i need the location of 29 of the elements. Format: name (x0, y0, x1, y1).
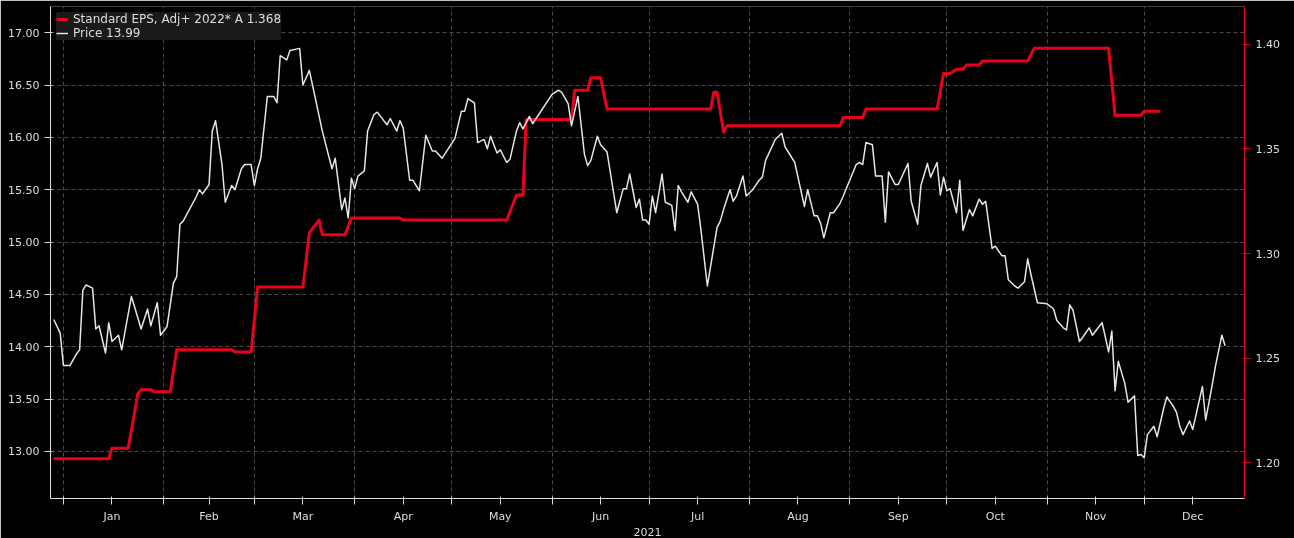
x-tick-label: Aug (787, 509, 809, 523)
y-tick-label: 15.50 (8, 183, 40, 197)
x-axis-title: 2021 (633, 525, 662, 538)
x-tick-label: Jan (102, 509, 121, 523)
y2-tick-label: 1.25 (1255, 352, 1280, 366)
x-tick-label: Dec (1182, 509, 1204, 523)
y-tick-label: 14.00 (8, 340, 40, 354)
y-tick-label: 14.50 (8, 288, 40, 302)
x-tick-label: Mar (292, 509, 314, 523)
legend-label: Price 13.99 (73, 26, 141, 40)
x-tick-label: Nov (1084, 509, 1107, 523)
x-tick-label: Feb (199, 509, 219, 523)
y-tick-label: 16.00 (8, 131, 40, 145)
x-tick-label: May (488, 509, 513, 523)
y-tick-label: 16.50 (8, 79, 40, 93)
y2-tick-label: 1.30 (1255, 247, 1280, 261)
legend-label: Standard EPS, Adj+ 2022* A 1.368 (73, 12, 282, 26)
y-tick-label: 17.00 (8, 26, 40, 40)
x-tick-label: Sep (887, 509, 909, 523)
x-tick-label: Oct (985, 509, 1006, 523)
y2-tick-label: 1.35 (1255, 142, 1280, 156)
y-tick-label: 13.50 (8, 393, 40, 407)
x-tick-label: Jul (690, 509, 705, 523)
y-tick-label: 13.00 (8, 445, 40, 459)
y2-tick-label: 1.40 (1255, 38, 1280, 52)
y-tick-label: 15.00 (8, 236, 40, 250)
x-tick-label: Apr (393, 509, 414, 523)
y2-tick-label: 1.20 (1255, 456, 1280, 470)
x-tick-label: Jun (590, 509, 610, 523)
